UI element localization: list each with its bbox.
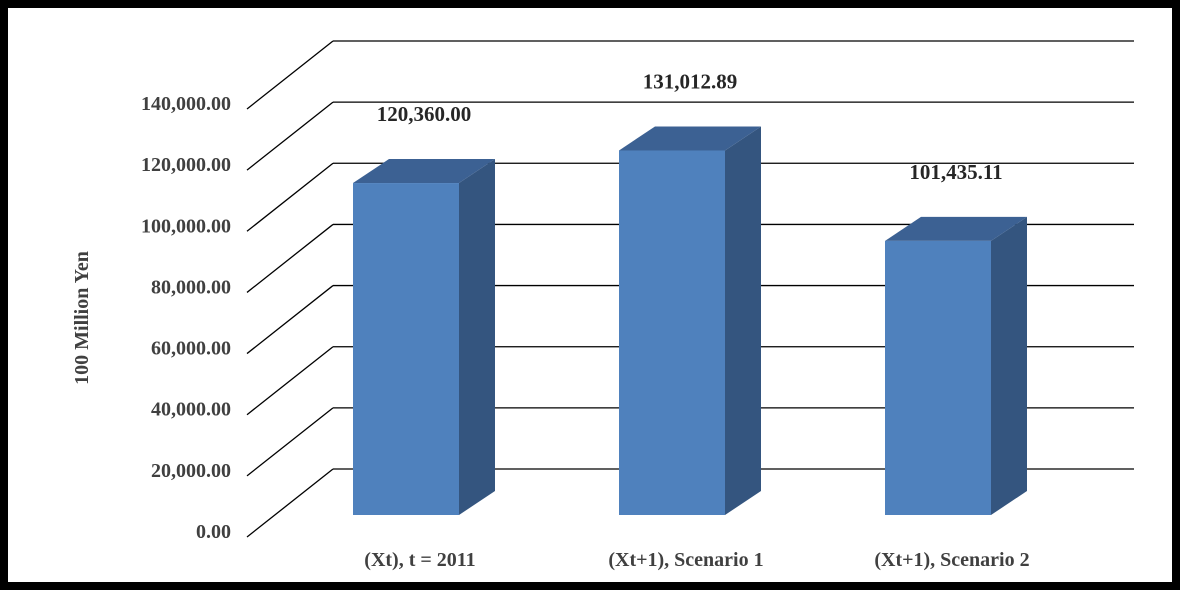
y-tick-label: 80,000.00 (151, 276, 231, 298)
y-tick-label: 140,000.00 (141, 93, 231, 115)
x-category-label: (Xt+1), Scenario 2 (874, 549, 1029, 571)
y-axis-ticks: 0.00 20,000.00 40,000.00 60,000.00 80,000.00… (141, 93, 231, 543)
bar-front (353, 183, 459, 515)
y-tick-label: 20,000.00 (151, 460, 231, 482)
bar (353, 159, 495, 515)
data-label: 120,360.00 (377, 102, 472, 126)
bar-top (885, 216, 1027, 241)
data-label: 101,435.11 (909, 160, 1002, 184)
y-axis-label: 100 Million Yen (71, 251, 93, 385)
bar-chart: 0.00 20,000.00 40,000.00 60,000.00 80,000.00… (71, 40, 1134, 571)
data-label: 131,012.89 (643, 69, 738, 93)
gridline-diagonal (246, 101, 334, 171)
bars (353, 126, 1027, 515)
bar-front (885, 240, 991, 515)
gridline-diagonal (246, 40, 334, 110)
y-tick-label: 0.00 (196, 521, 231, 543)
bar-side (459, 159, 495, 515)
bar (619, 126, 761, 515)
y-tick-label: 40,000.00 (151, 399, 231, 421)
bar-front (619, 150, 725, 515)
y-tick-label: 60,000.00 (151, 338, 231, 360)
x-category-label: (Xt), t = 2011 (364, 549, 475, 571)
gridline-diagonal (246, 223, 334, 293)
gridline-diagonal (246, 346, 334, 416)
data-labels: 120,360.00 131,012.89 101,435.11 (377, 69, 1003, 183)
gridline-diagonal (246, 285, 334, 355)
bar-top (353, 159, 495, 184)
x-axis-categories: (Xt), t = 2011 (Xt+1), Scenario 1 (Xt+1), … (364, 549, 1029, 571)
bar-top (619, 126, 761, 151)
gridline-diagonal (246, 407, 334, 477)
y-tick-label: 120,000.00 (141, 154, 231, 176)
bar (885, 216, 1027, 515)
bar-side (991, 216, 1027, 515)
bar-side (725, 126, 761, 515)
y-tick-label: 100,000.00 (141, 215, 231, 237)
gridline-diagonal (246, 468, 334, 538)
x-category-label: (Xt+1), Scenario 1 (608, 549, 763, 571)
gridline-diagonal (246, 162, 334, 232)
